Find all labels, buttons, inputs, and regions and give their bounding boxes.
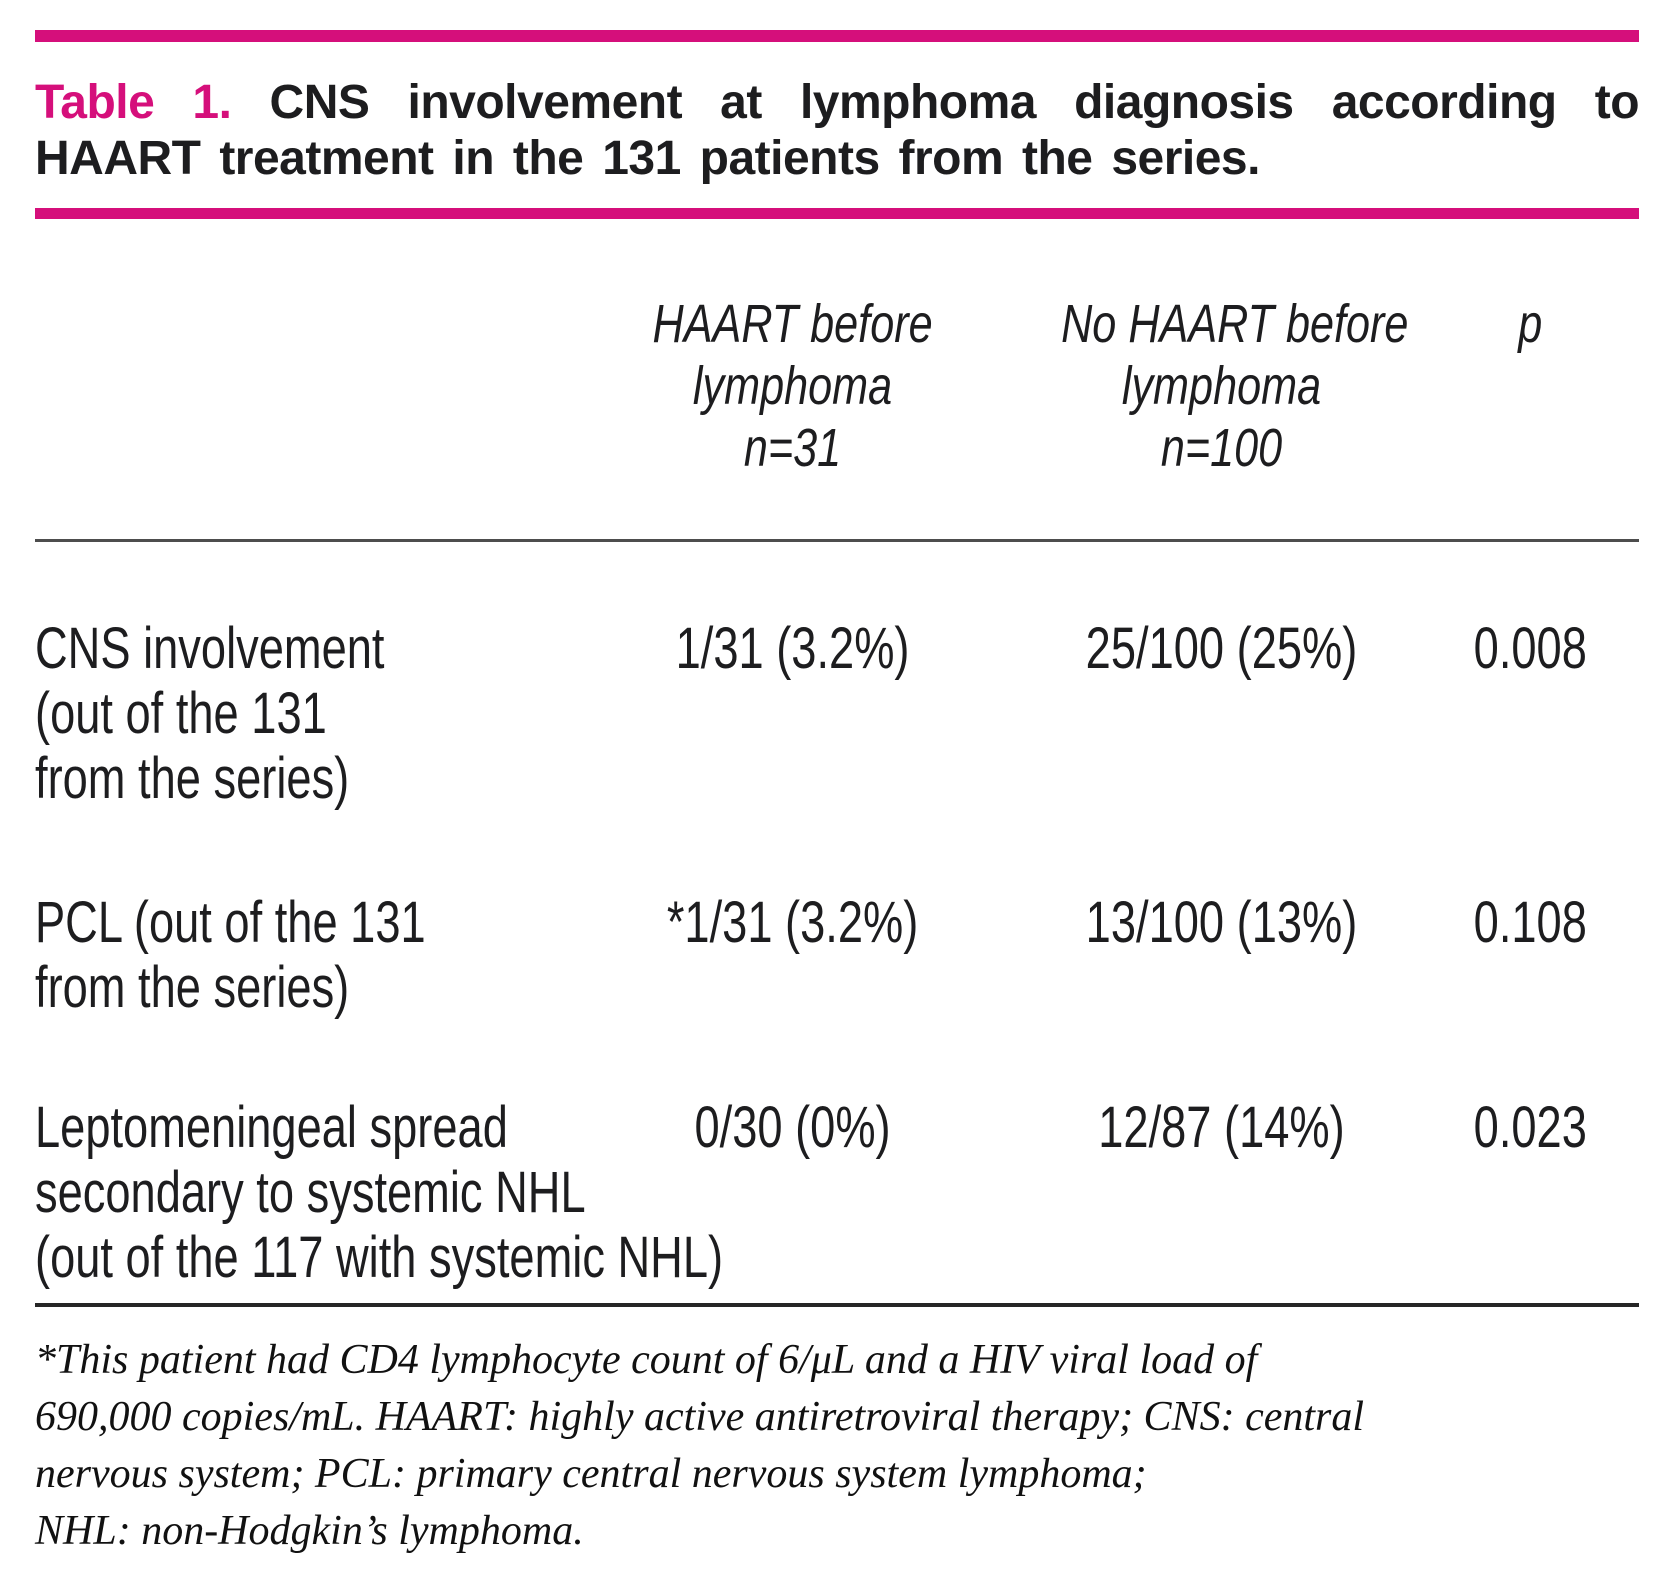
row-label-leptomeningeal-spread: Leptomeningeal spread secondary to syste…	[35, 1095, 724, 1307]
table-title-line2: HAART treatment in the 131 patients from…	[35, 132, 1260, 185]
cell-haart-value: *1/31 (3.2%)	[564, 890, 1021, 1095]
cell-value-text: 0/30 (0%)	[694, 1095, 891, 1160]
header-p-label: p	[1518, 294, 1543, 354]
header-row: HAART before lymphoma n=31 No HAART befo…	[35, 293, 1639, 542]
cell-haart-value: 1/31 (3.2%)	[564, 541, 1021, 891]
row-label-cns-involvement: CNS involvement (out of the 131 from the…	[35, 541, 564, 891]
header-no-haart-before-label: No HAART before lymphoma n=100	[1061, 294, 1409, 478]
cell-no-haart-value: 13/100 (13%)	[1021, 890, 1422, 1095]
header-empty	[35, 293, 565, 542]
cell-value-text: 0.023	[1474, 1095, 1588, 1160]
row-label-pcl: PCL (out of the 131 from the series)	[35, 890, 564, 1095]
table-row: PCL (out of the 131 from the series) *1/…	[35, 890, 1639, 1095]
header-haart-before: HAART before lymphoma n=31	[564, 293, 1022, 542]
title-accent-rule	[35, 208, 1639, 219]
cell-no-haart-value: 25/100 (25%)	[1021, 541, 1422, 891]
row-label-text: PCL (out of the 131 from the series)	[35, 890, 426, 1020]
cell-p-value: 0.023	[1422, 1095, 1639, 1307]
cell-haart-value: 0/30 (0%)	[564, 1095, 1022, 1307]
cell-value-text: 13/100 (13%)	[1086, 890, 1358, 955]
cell-no-haart-value: 12/87 (14%)	[1021, 1095, 1423, 1307]
table-title: Table 1. CNS involvement at lymphoma dia…	[35, 75, 1640, 187]
table-footnote: *This patient had CD4 lymphocyte count o…	[35, 1337, 1365, 1554]
data-table: HAART before lymphoma n=31 No HAART befo…	[35, 293, 1639, 1307]
table-header: HAART before lymphoma n=31 No HAART befo…	[35, 293, 1639, 542]
table-body: CNS involvement (out of the 131 from the…	[35, 541, 1639, 1307]
table-number: Table 1.	[35, 76, 232, 129]
header-haart-before-label: HAART before lymphoma n=31	[652, 294, 933, 478]
table-row: Leptomeningeal spread secondary to syste…	[35, 1095, 1639, 1307]
table-title-line1: Table 1. CNS involvement at lymphoma dia…	[35, 75, 1640, 131]
top-accent-rule	[35, 30, 1639, 42]
cell-value-text: 25/100 (25%)	[1086, 616, 1358, 681]
cell-value-text: 0.008	[1474, 616, 1588, 681]
cell-value-text: 12/87 (14%)	[1098, 1095, 1346, 1160]
cell-p-value: 0.108	[1422, 890, 1639, 1095]
header-no-haart-before: No HAART before lymphoma n=100	[1021, 293, 1423, 542]
row-label-text: Leptomeningeal spread secondary to syste…	[35, 1095, 724, 1290]
table-title-text: CNS involvement at lymphoma diagnosis ac…	[269, 76, 1640, 129]
cell-value-text: 1/31 (3.2%)	[675, 616, 910, 681]
cell-value-text: 0.108	[1474, 890, 1588, 955]
row-label-text: CNS involvement (out of the 131 from the…	[35, 616, 385, 811]
header-p-value: p	[1422, 293, 1639, 542]
table-row: CNS involvement (out of the 131 from the…	[35, 541, 1639, 891]
cell-p-value: 0.008	[1422, 541, 1639, 891]
cell-value-text: *1/31 (3.2%)	[667, 890, 919, 955]
